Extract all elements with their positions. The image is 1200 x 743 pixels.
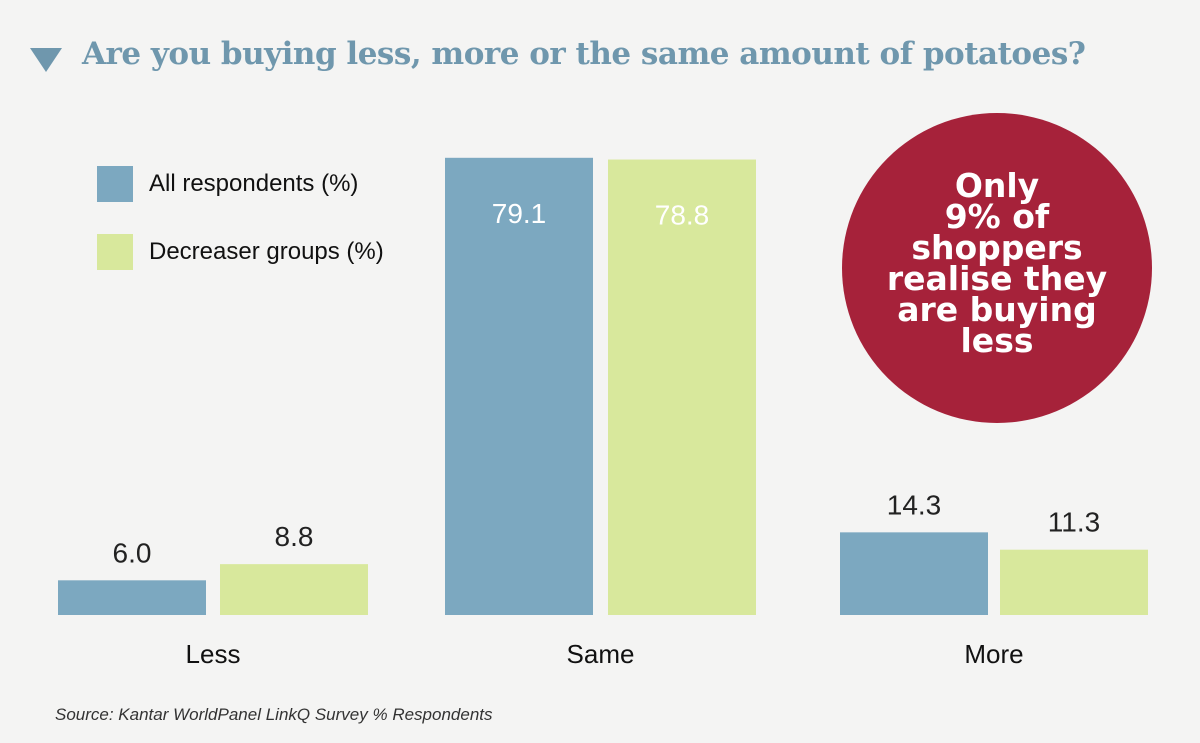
chart-title: Are you buying less, more or the same am… [82, 36, 1086, 72]
bar-less-all [58, 580, 206, 615]
value-label: 79.1 [492, 198, 547, 229]
value-label: 6.0 [113, 537, 152, 568]
value-label: 78.8 [655, 200, 710, 231]
bar-less-decreaser [220, 564, 368, 615]
legend-item-decreaser-groups: Decreaser groups (%) [97, 234, 384, 270]
legend-label: Decreaser groups (%) [149, 238, 384, 265]
legend-label: All respondents (%) [149, 170, 359, 197]
triangle-marker-icon [30, 48, 62, 72]
category-label: More [964, 639, 1023, 669]
annotation-bubble: Only 9% of shoppers realise they are buy… [842, 113, 1152, 423]
value-label: 8.8 [275, 521, 314, 552]
bar-more-all [840, 532, 988, 615]
annotation-text: Only 9% of shoppers realise they are buy… [886, 166, 1108, 360]
bar-more-decreaser [1000, 549, 1148, 615]
legend-swatch-blue [97, 166, 133, 202]
legend-item-all-respondents: All respondents (%) [97, 166, 358, 202]
value-label: 11.3 [1048, 507, 1100, 538]
category-label: Same [567, 639, 635, 669]
bar-same-decreaser [608, 159, 756, 615]
category-label: Less [186, 639, 241, 669]
bar-same-all [445, 157, 593, 615]
legend-swatch-green [97, 234, 133, 270]
value-label: 14.3 [887, 489, 942, 520]
source-note: Source: Kantar WorldPanel LinkQ Survey %… [55, 705, 493, 724]
